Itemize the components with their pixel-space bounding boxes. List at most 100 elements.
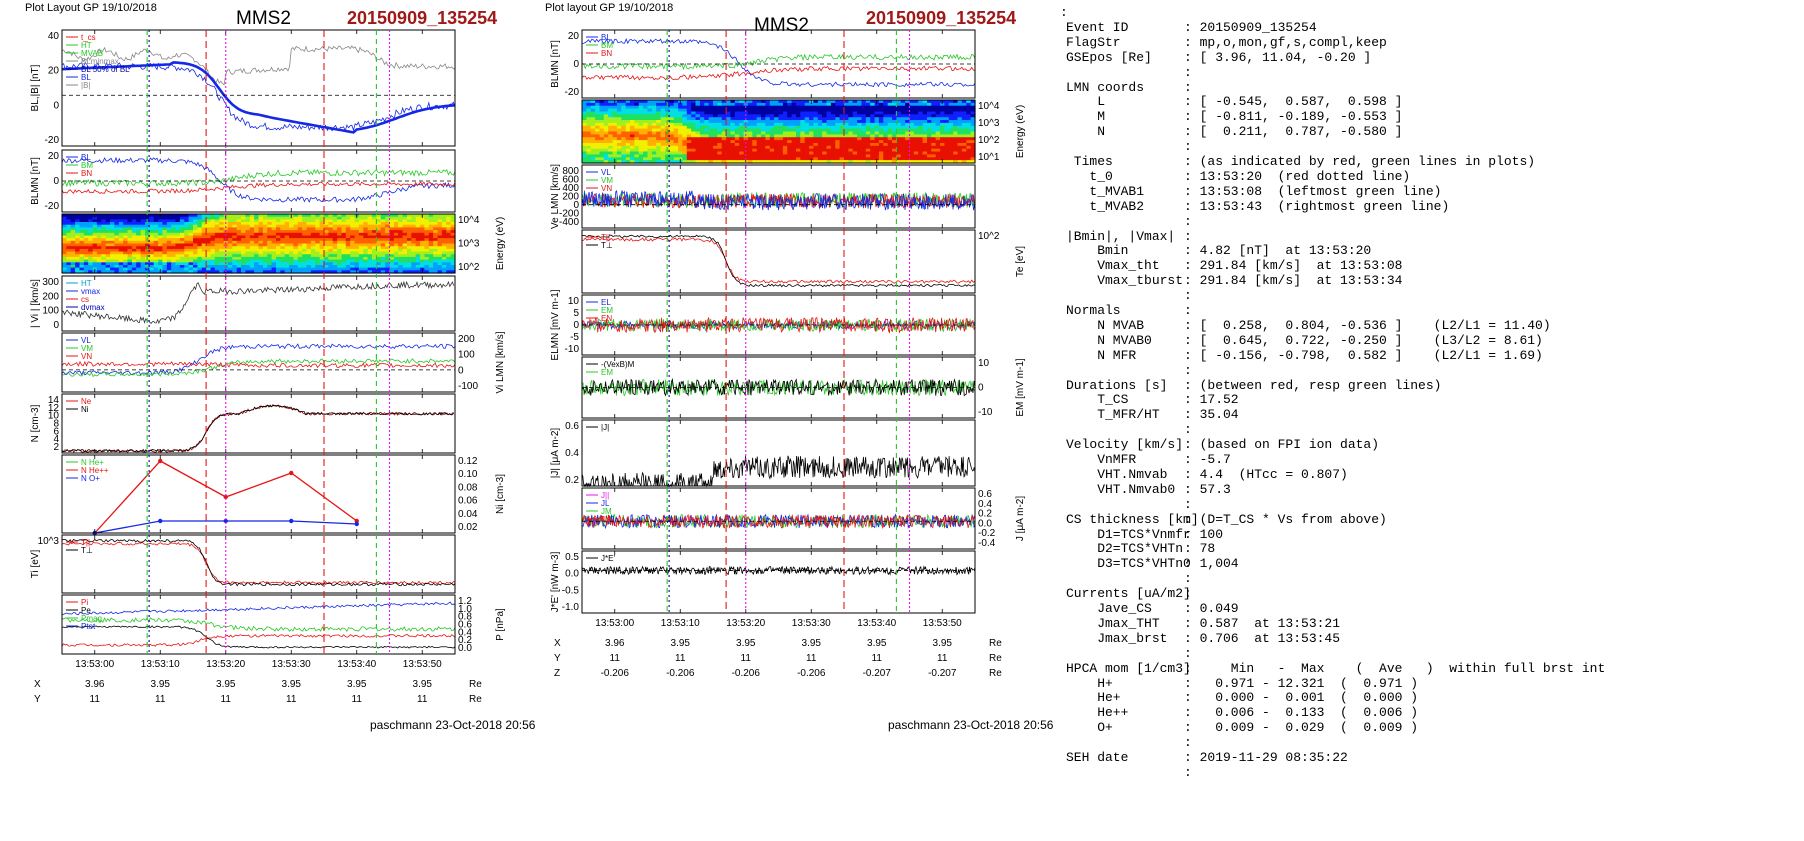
spectrogram-cell <box>787 125 793 130</box>
spectrogram-cell <box>450 270 456 274</box>
spectrogram-cell <box>747 137 753 141</box>
spectrogram-cell <box>350 240 356 245</box>
spectrogram-cell <box>367 243 373 247</box>
spectrogram-cell <box>804 120 810 124</box>
spectrogram-cell <box>695 160 701 164</box>
spectrogram-cell <box>804 148 810 153</box>
spectrogram-cell <box>708 117 714 121</box>
spectrogram-cell <box>310 262 316 266</box>
spectrogram-cell <box>830 122 836 127</box>
spectrogram-cell <box>734 128 740 133</box>
spectrogram-cell <box>726 120 732 124</box>
spectrogram-cell <box>730 134 736 138</box>
spectrogram-cell <box>656 102 662 107</box>
spectrogram-cell <box>166 265 172 269</box>
spectrogram-cell <box>756 111 762 115</box>
spectrogram-cell <box>110 235 115 239</box>
spectrogram-cell <box>634 108 640 113</box>
spectrogram-cell <box>713 120 718 124</box>
spectrogram-cell <box>280 246 286 250</box>
spectrogram-cell <box>848 108 854 113</box>
spectrogram-cell <box>616 111 622 115</box>
spectrogram-cell <box>647 111 653 115</box>
spectrogram-cell <box>656 148 662 153</box>
spectrogram-cell <box>940 125 946 130</box>
spectrogram-cell <box>927 128 932 133</box>
spectrogram-cell <box>713 125 718 130</box>
spectrogram-cell <box>647 122 653 127</box>
spectrogram-cell <box>695 105 701 110</box>
spectrogram-cell <box>804 157 810 161</box>
spectrogram-cell <box>92 251 98 255</box>
spectrogram-cell <box>236 214 242 218</box>
spectrogram-cell <box>887 145 893 150</box>
spectrogram-cell <box>92 265 98 269</box>
spectrogram-cell <box>595 108 601 113</box>
spectrogram-cell <box>105 259 111 263</box>
spectrogram-cell <box>105 227 111 231</box>
spectrogram-cell <box>175 254 181 258</box>
spectrogram-cell <box>743 154 749 158</box>
spectrogram-cell <box>328 246 334 250</box>
spectrogram-cell <box>385 232 391 237</box>
spectrogram-cell <box>380 256 386 261</box>
spectrogram-cell <box>804 114 810 118</box>
spectrogram-cell <box>590 100 596 104</box>
spectrogram-cell <box>774 148 780 153</box>
spectrogram-cell <box>271 254 277 258</box>
spectrogram-cell <box>660 125 666 130</box>
spectrogram-cell <box>918 114 924 118</box>
spectrogram-cell <box>883 120 889 124</box>
spectrogram-cell <box>166 262 172 266</box>
legend-entry: Pi <box>81 598 88 607</box>
spectrogram-cell <box>337 224 343 228</box>
spectrogram-cell <box>197 238 203 242</box>
spectrogram-cell <box>590 131 596 135</box>
spectrogram-cell <box>813 140 819 144</box>
spectrogram-cell <box>241 216 246 220</box>
spectrogram-cell <box>293 227 299 231</box>
spectrogram-cell <box>219 243 225 247</box>
spectrogram-cell <box>79 227 85 231</box>
spectrogram-cell <box>948 131 954 135</box>
spectrogram-cell <box>612 134 618 138</box>
spectrogram-cell <box>184 248 190 253</box>
spectrogram-cell <box>245 230 251 234</box>
spectrogram-cell <box>726 145 732 150</box>
spectrogram-cell <box>826 137 832 141</box>
y-tick-label: 12 <box>48 403 60 414</box>
spectrogram-cell <box>721 145 727 150</box>
spectrogram-cell <box>765 131 771 135</box>
spectrogram-cell <box>341 216 347 220</box>
spectrogram-cell <box>817 105 823 110</box>
spectrogram-cell <box>376 214 382 218</box>
spectrogram-cell <box>223 235 229 239</box>
spectrogram-cell <box>861 145 867 150</box>
spectrogram-cell <box>634 125 640 130</box>
spectrogram-cell <box>778 114 784 118</box>
spectrogram-cell <box>957 111 963 115</box>
spectrogram-cell <box>813 114 819 118</box>
spectrogram-cell <box>726 105 732 110</box>
spectrogram-cell <box>782 125 788 130</box>
y-tick-label: 10^2 <box>978 231 1000 242</box>
spectrogram-cell <box>79 246 85 250</box>
spectrogram-cell <box>184 246 190 250</box>
spectrogram-cell <box>887 151 893 155</box>
spectrogram-cell <box>682 128 688 133</box>
spectrogram-cell <box>332 267 338 271</box>
spectrogram-cell <box>153 262 159 266</box>
spectrogram-cell <box>957 157 963 161</box>
spectrogram-cell <box>883 154 889 158</box>
spectrogram-cell <box>743 111 749 115</box>
spectrogram-cell <box>345 270 351 274</box>
spectrogram-cell <box>630 140 635 144</box>
spectrogram-cell <box>721 128 727 133</box>
spectrogram-cell <box>337 230 343 234</box>
spectrogram-cell <box>630 134 635 138</box>
spectrogram-cell <box>437 251 443 255</box>
spectrogram-cell <box>861 125 867 130</box>
spectrogram-cell <box>861 128 867 133</box>
spectrogram-cell <box>717 128 723 133</box>
spectrogram-cell <box>258 235 264 239</box>
